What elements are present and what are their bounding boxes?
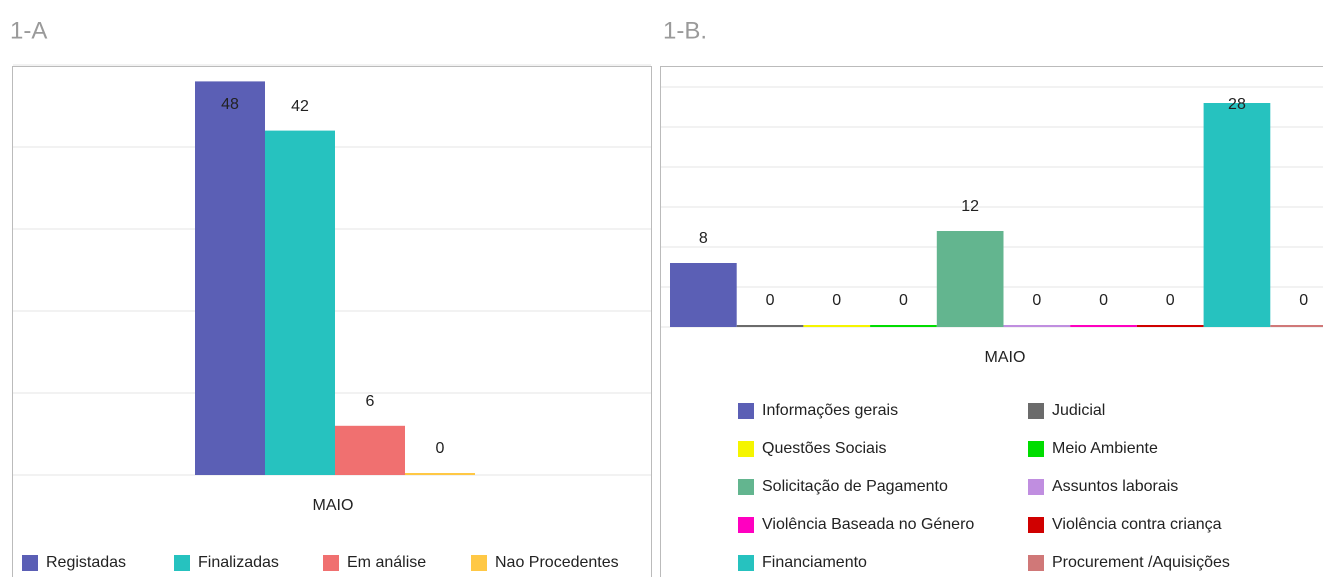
data-label: 48 xyxy=(221,96,239,113)
legend-swatch xyxy=(1028,555,1044,571)
data-label: 0 xyxy=(1299,292,1308,309)
legend-swatch xyxy=(1028,479,1044,495)
legend-label: Judicial xyxy=(1052,402,1105,419)
data-label: 28 xyxy=(1228,96,1246,113)
data-label: 0 xyxy=(436,440,445,457)
data-label: 0 xyxy=(766,292,775,309)
bar xyxy=(195,81,265,476)
data-label: 8 xyxy=(699,230,708,247)
data-label: 0 xyxy=(899,292,908,309)
legend-label: Solicitação de Pagamento xyxy=(762,478,948,495)
legend-label: Nao Procedentes xyxy=(495,554,619,571)
chart-heading: 1-B. xyxy=(663,17,707,44)
panel xyxy=(660,66,1323,577)
bar xyxy=(1070,325,1137,327)
x-tick-label: MAIO xyxy=(313,497,354,514)
chart-heading: 1-A xyxy=(10,17,47,44)
data-label: 0 xyxy=(832,292,841,309)
data-label: 6 xyxy=(366,393,375,410)
legend-label: Registadas xyxy=(46,554,126,571)
bar xyxy=(870,325,937,327)
legend-swatch xyxy=(22,555,38,571)
data-label: 0 xyxy=(1099,292,1108,309)
legend-label: Procurement /Aquisições xyxy=(1052,554,1230,571)
bar xyxy=(1003,325,1071,327)
legend-label: Questões Sociais xyxy=(762,440,887,457)
legend-label: Meio Ambiente xyxy=(1052,440,1158,457)
bar xyxy=(936,231,1004,327)
bar xyxy=(736,325,804,327)
bar xyxy=(335,425,405,475)
bar xyxy=(1203,103,1271,327)
legend-swatch xyxy=(738,441,754,457)
legend-swatch xyxy=(738,403,754,419)
x-tick-label: MAIO xyxy=(985,349,1026,366)
legend-swatch xyxy=(471,555,487,571)
data-label: 12 xyxy=(961,198,979,215)
legend-swatch xyxy=(738,517,754,533)
data-label: 0 xyxy=(1032,292,1041,309)
legend-label: Assuntos laborais xyxy=(1052,478,1178,495)
legend-label: Informações gerais xyxy=(762,402,898,419)
legend-label: Em análise xyxy=(347,554,426,571)
bar xyxy=(670,263,737,327)
legend-swatch xyxy=(323,555,339,571)
bar xyxy=(1136,325,1204,327)
legend-label: Violência contra criança xyxy=(1052,516,1222,533)
legend-swatch xyxy=(738,555,754,571)
panel xyxy=(12,66,652,577)
legend-swatch xyxy=(174,555,190,571)
legend-swatch xyxy=(1028,517,1044,533)
legend-label: Violência Baseada no Género xyxy=(762,516,974,533)
bar xyxy=(405,473,475,475)
legend-swatch xyxy=(1028,441,1044,457)
data-label: 42 xyxy=(291,98,309,115)
legend-label: Financiamento xyxy=(762,554,867,571)
data-label: 0 xyxy=(1166,292,1175,309)
bar xyxy=(1270,325,1323,327)
bar xyxy=(803,325,871,327)
legend-label: Finalizadas xyxy=(198,554,279,571)
legend-swatch xyxy=(738,479,754,495)
legend-swatch xyxy=(1028,403,1044,419)
bar xyxy=(265,130,335,475)
